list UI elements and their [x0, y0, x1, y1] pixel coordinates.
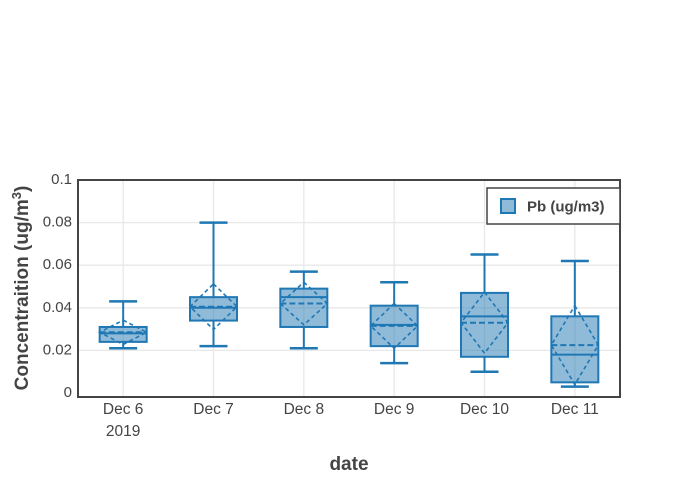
x-tick-label-2019: 2019	[106, 423, 140, 440]
x-axis-title: date	[329, 454, 368, 475]
y-tick-label-0: 0	[64, 384, 72, 401]
legend-entry-label[interactable]: Pb (ug/m3)	[527, 199, 605, 216]
y-tick-label-0.08: 0.08	[43, 214, 72, 231]
y-axis-tick-labels: 0 0.02 0.04 0.06 0.08 0.1	[43, 171, 72, 401]
box-group-dec-10[interactable]	[459, 253, 510, 373]
box-traces	[97, 221, 600, 388]
y-tick-label-0.04: 0.04	[43, 299, 72, 316]
x-tick-label-dec-7: Dec 7	[193, 401, 234, 418]
iqr-box[interactable]	[550, 315, 600, 384]
legend-box-swatch-icon[interactable]	[500, 198, 516, 214]
y-tick-label-0.1: 0.1	[51, 171, 72, 188]
iqr-box[interactable]	[189, 296, 238, 322]
y-tick-label-0.02: 0.02	[43, 341, 72, 358]
box-group-dec-11[interactable]	[550, 259, 600, 388]
stddev-diamond	[97, 319, 149, 346]
plot-border	[77, 179, 621, 398]
x-tick-label-dec-10: Dec 10	[460, 401, 509, 418]
stddev-diamond	[459, 290, 510, 355]
y-tick-label-0.06: 0.06	[43, 256, 72, 273]
y-axis-title: Concentraition (ug/m3)	[9, 186, 33, 391]
iqr-box[interactable]	[460, 291, 509, 358]
box-group-dec-8[interactable]	[279, 270, 329, 350]
box-group-dec-6[interactable]	[97, 300, 149, 350]
x-tick-label-dec-6: Dec 6	[103, 401, 144, 418]
stddev-diamond	[188, 282, 239, 331]
x-axis-tick-labels: Dec 6 2019 Dec 7 Dec 8 Dec 9 Dec 10 Dec 11	[103, 401, 599, 440]
x-tick-label-dec-9: Dec 9	[374, 401, 415, 418]
box-group-dec-9[interactable]	[369, 280, 419, 365]
legend[interactable]: Pb (ug/m3)	[486, 187, 621, 225]
iqr-box[interactable]	[279, 287, 329, 328]
box-group-dec-7[interactable]	[188, 221, 239, 348]
stddev-diamond	[550, 304, 600, 387]
x-tick-label-dec-11: Dec 11	[551, 401, 599, 418]
x-tick-label-dec-8: Dec 8	[284, 401, 325, 418]
stddev-diamond	[369, 302, 419, 350]
